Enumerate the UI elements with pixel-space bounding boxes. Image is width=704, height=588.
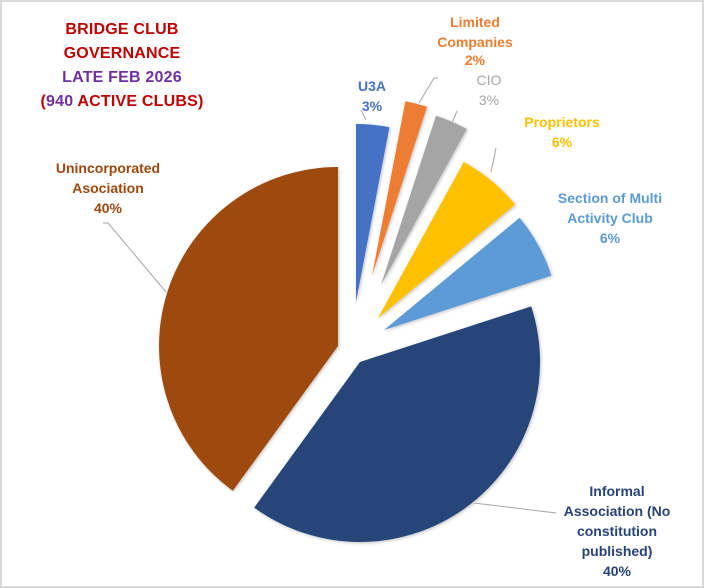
label-name: published) xyxy=(581,543,653,559)
leader-line-cio xyxy=(451,110,458,124)
label-value: 6% xyxy=(599,230,621,246)
label-name: constitution xyxy=(576,523,658,539)
title-line-3: LATE FEB 2026 xyxy=(62,69,182,86)
label-name: Companies xyxy=(437,34,513,50)
chart-title: BRIDGE CLUB GOVERNANCE LATE FEB 2026 (94… xyxy=(22,18,222,114)
label-name: Informal xyxy=(589,483,645,499)
label-name: Proprietors xyxy=(524,114,600,130)
pie-slice-informal xyxy=(254,306,540,542)
label-value: 6% xyxy=(551,134,573,150)
leader-line-proprietors xyxy=(490,147,497,173)
label-value: 3% xyxy=(478,92,500,108)
label-name: Association (No xyxy=(563,503,671,519)
pie-slice-section xyxy=(384,217,552,330)
pie-slice-cio xyxy=(381,115,467,285)
title-paren: ( xyxy=(40,93,46,110)
leader-line-limited xyxy=(418,77,438,104)
label-value: 2% xyxy=(464,52,486,68)
title-club-count: 940 xyxy=(46,93,74,110)
pie-slice-proprietors xyxy=(378,162,516,318)
title-line-4: (940 ACTIVE CLUBS) xyxy=(22,90,222,114)
data-label-u3a: U3A 3% xyxy=(352,76,392,116)
pie-slice-unincorporated xyxy=(159,167,338,491)
data-label-informal: Informal Association (No constitution pu… xyxy=(552,481,682,581)
title-line-1: BRIDGE CLUB xyxy=(65,21,179,38)
leader-line-unincorporated xyxy=(103,222,167,293)
label-name: Activity Club xyxy=(567,210,653,226)
leader-line-informal xyxy=(473,502,557,514)
label-name: Asociation xyxy=(72,180,144,196)
pie-slice-u3a xyxy=(356,124,390,302)
label-name: CIO xyxy=(476,72,502,88)
label-name: Limited xyxy=(450,14,500,30)
label-name: Section of Multi xyxy=(557,190,663,206)
label-name: U3A xyxy=(357,78,386,94)
data-label-unincorporated: Unincorporated Asociation 40% xyxy=(40,158,176,218)
label-value: 40% xyxy=(602,563,632,579)
title-line-2: GOVERNANCE xyxy=(63,45,181,62)
label-value: 40% xyxy=(93,200,123,216)
data-label-limited: Limited Companies 2% xyxy=(420,12,530,70)
data-label-section: Section of Multi Activity Club 6% xyxy=(540,188,680,248)
title-line-4-rest: ACTIVE CLUBS) xyxy=(73,93,204,110)
label-value: 3% xyxy=(361,98,383,114)
data-label-cio: CIO 3% xyxy=(469,70,509,110)
pie-slice-limited xyxy=(372,101,427,276)
leader-line-u3a xyxy=(360,109,367,121)
data-label-proprietors: Proprietors 6% xyxy=(510,112,614,152)
label-name: Unincorporated xyxy=(55,160,161,176)
